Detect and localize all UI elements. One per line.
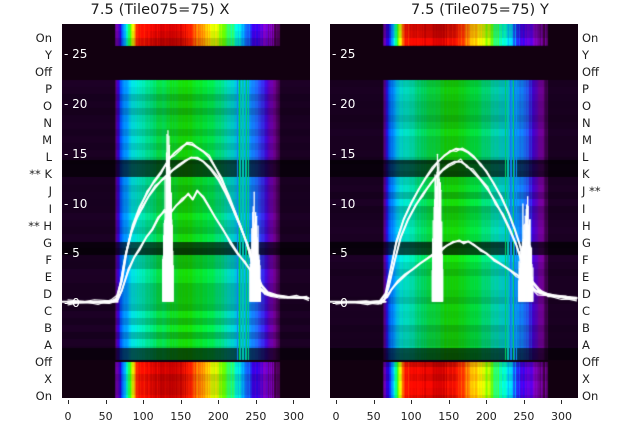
y-category-label: C: [582, 303, 591, 318]
y-category-label: H: [582, 218, 591, 233]
y-category-label: I: [582, 201, 586, 216]
x-tick-label: 200: [207, 410, 229, 423]
y-category-label: L: [582, 150, 589, 165]
x-tick-label: 250: [245, 410, 267, 423]
y-category-label: Off: [35, 65, 52, 80]
panel-y: 7.5 (Tile075=75) Y On Y Off P O N M L K J ** I H G F E…: [320, 0, 640, 440]
x-tick-mark: [523, 400, 525, 404]
y-category-label: Off: [582, 65, 599, 80]
x-tick-mark: [180, 400, 182, 404]
plot-area-x: - 0 - 5 - 10 - 15 - 20 - 25: [62, 24, 310, 398]
y-category-label: On: [582, 389, 599, 404]
y-category-label: X: [582, 372, 590, 386]
x-tick-mark: [411, 400, 413, 404]
y-category-label: F: [582, 252, 589, 267]
y-category-label: E: [44, 269, 52, 284]
y-tick-label-inner: - 10: [64, 196, 88, 211]
y-tick-label-inner: - 5: [64, 246, 80, 261]
x-tick-mark: [105, 400, 107, 404]
y-category-label: O: [42, 99, 52, 114]
x-tick-mark: [448, 400, 450, 404]
y-category-label: E: [582, 269, 590, 284]
x-tick-mark: [293, 400, 295, 404]
y-tick-label-inner: - 0: [64, 296, 80, 311]
x-tick-label: 0: [332, 410, 340, 423]
plot-area-y: - 0 - 5 - 10 - 15 - 20 - 25: [330, 24, 578, 398]
y-category-label: P: [582, 82, 589, 97]
x-tick-mark: [218, 400, 220, 404]
y-category-label: J: [48, 184, 52, 199]
x-tick-label: 200: [475, 410, 497, 423]
y-tick-label-inner: - 5: [332, 246, 348, 261]
y-category-label: B: [44, 320, 52, 335]
x-tick-mark: [255, 400, 257, 404]
heatmap-image: [62, 24, 310, 398]
y-category-label: N: [582, 116, 591, 131]
heatmap-image: [330, 24, 578, 398]
y-category-label: G: [582, 235, 591, 250]
x-tick-mark: [373, 400, 375, 404]
y-category-label: B: [582, 320, 590, 335]
y-category-label: G: [43, 235, 52, 250]
x-tick-label: 50: [98, 410, 113, 423]
x-tick-label: 50: [366, 410, 381, 423]
y-category-axis-left: On Y Off P O N M L ** K J I ** H G F E D C B A Off X On: [8, 24, 52, 402]
x-tick-mark: [561, 400, 563, 404]
y-category-label: J **: [582, 184, 601, 199]
y-category-label: X: [44, 372, 52, 386]
x-tick-label: 0: [64, 410, 72, 423]
y-tick-label-inner: - 25: [332, 46, 356, 61]
y-category-label: M: [42, 133, 52, 148]
y-tick-label-inner: - 10: [332, 196, 356, 211]
x-tick-mark: [143, 400, 145, 404]
y-tick-label-inner: - 20: [64, 96, 88, 111]
x-tick-label: 150: [170, 410, 192, 423]
y-category-label: Y: [44, 48, 52, 63]
y-category-label: ** H: [28, 218, 52, 233]
x-tick-label: 100: [400, 410, 422, 423]
y-category-label: D: [582, 286, 591, 301]
x-tick-label: 100: [132, 410, 154, 423]
y-category-label: On: [35, 389, 52, 404]
y-category-label: F: [45, 252, 52, 267]
y-category-label: A: [582, 337, 590, 352]
y-category-label: P: [45, 82, 52, 97]
y-tick-label-inner: - 25: [64, 46, 88, 61]
y-category-label: D: [43, 286, 52, 301]
y-category-label: A: [44, 337, 52, 352]
y-category-label: K: [582, 167, 590, 182]
y-category-label: I: [48, 201, 52, 216]
y-tick-label-inner: - 0: [332, 296, 348, 311]
y-category-label: On: [582, 31, 599, 45]
y-category-label: Off: [582, 354, 599, 369]
y-category-label: ** K: [29, 167, 52, 182]
x-tick-mark: [68, 400, 69, 404]
y-category-label: C: [43, 303, 52, 318]
y-category-label: O: [582, 99, 592, 114]
y-category-label: M: [582, 133, 592, 148]
panel-x-title: 7.5 (Tile075=75) X: [90, 2, 230, 18]
y-category-label: On: [35, 31, 52, 45]
x-tick-mark: [486, 400, 488, 404]
y-category-axis-right: On Y Off P O N M L K J ** I H G F E D C B A Off X On: [582, 24, 626, 402]
y-category-label: Y: [582, 48, 590, 63]
x-tick-label: 300: [282, 410, 304, 423]
x-tick-label: 300: [550, 410, 572, 423]
y-category-label: N: [43, 116, 52, 131]
x-tick-label: 250: [513, 410, 535, 423]
panel-y-title: 7.5 (Tile075=75) Y: [411, 2, 549, 18]
x-tick-mark: [336, 400, 337, 404]
y-category-label: Off: [35, 354, 52, 369]
x-axis-left: 0 50 100 150 200 250 300: [62, 398, 310, 428]
y-tick-label-inner: - 20: [332, 96, 356, 111]
y-category-label: L: [45, 150, 52, 165]
x-axis-right: 0 50 100 150 200 250 300: [330, 398, 578, 428]
y-tick-label-inner: - 15: [64, 146, 88, 161]
panel-x: 7.5 (Tile075=75) X On Y Off P O N M L ** K J I ** H…: [8, 2, 310, 428]
y-tick-label-inner: - 15: [332, 146, 356, 161]
x-tick-label: 150: [438, 410, 460, 423]
